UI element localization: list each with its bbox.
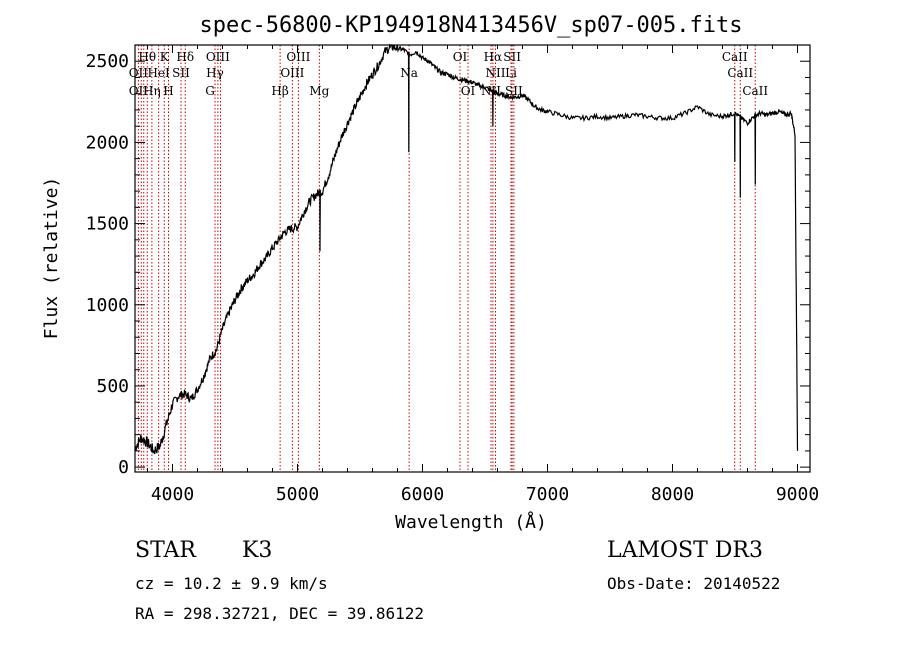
x-tick-label: 4000 — [151, 484, 194, 505]
line-label: HeI — [147, 66, 170, 80]
chart-title: spec-56800-KP194918N413456V_sp07-005.fit… — [199, 13, 742, 38]
line-label: G — [205, 84, 215, 98]
line-label: H — [163, 84, 173, 98]
line-label: Mg — [309, 84, 329, 98]
x-tick-label: 6000 — [401, 484, 444, 505]
line-label: Hδ — [176, 50, 194, 64]
line-label: OIII — [206, 50, 230, 64]
x-axis-label: Wavelength (Å) — [395, 511, 547, 533]
line-label: NII — [486, 66, 506, 80]
line-label: OIII — [286, 50, 310, 64]
y-axis-label: Flux (relative) — [41, 177, 62, 340]
line-label: OII — [129, 66, 149, 80]
y-tick-label: 1500 — [86, 214, 129, 235]
y-tick-label: 2000 — [86, 132, 129, 153]
spectrum-chart: spec-56800-KP194918N413456V_sp07-005.fit… — [41, 13, 819, 533]
y-tick-label: 1000 — [86, 295, 129, 316]
line-label: Hβ — [271, 84, 288, 98]
survey-name: LAMOST DR3 — [607, 538, 763, 563]
y-tick-label: 2500 — [86, 51, 129, 72]
line-label: SII — [172, 66, 190, 80]
x-tick-label: 9000 — [776, 484, 819, 505]
line-label: Hγ — [206, 66, 224, 80]
redshift-text: cz = 10.2 ± 9.9 km/s — [135, 574, 328, 593]
spectrum-line — [134, 43, 799, 455]
object-subclass: K3 — [242, 538, 273, 563]
object-class: STAR — [135, 538, 196, 563]
plot-frame — [134, 44, 811, 473]
y-tick-label: 500 — [96, 376, 129, 397]
line-label: Hα — [484, 50, 503, 64]
coordinates: RA = 298.32721, DEC = 39.86122 — [135, 604, 424, 623]
line-label: SII — [503, 50, 521, 64]
line-label: OIII — [280, 66, 304, 80]
line-label: Hη — [143, 84, 161, 98]
line-label: OI — [461, 84, 476, 98]
line-label: OI — [453, 50, 468, 64]
x-tick-label: 7000 — [526, 484, 569, 505]
line-label: Hθ — [138, 50, 156, 64]
y-tick-label: 0 — [118, 457, 129, 478]
line-label: CaII — [727, 66, 753, 80]
line-label: CaII — [742, 84, 768, 98]
line-label: OII — [129, 84, 149, 98]
line-label: K — [160, 50, 170, 64]
line-markers — [137, 45, 756, 472]
line-label: CaII — [722, 50, 748, 64]
x-tick-label: 5000 — [276, 484, 319, 505]
line-label: Li — [505, 66, 517, 80]
y-axis: 0 500 1000 1500 2000 2500 — [86, 51, 810, 478]
obs-date: Obs-Date: 20140522 — [607, 574, 781, 593]
x-tick-label: 8000 — [651, 484, 694, 505]
x-axis: 4000 5000 6000 7000 8000 9000 — [147, 45, 819, 505]
